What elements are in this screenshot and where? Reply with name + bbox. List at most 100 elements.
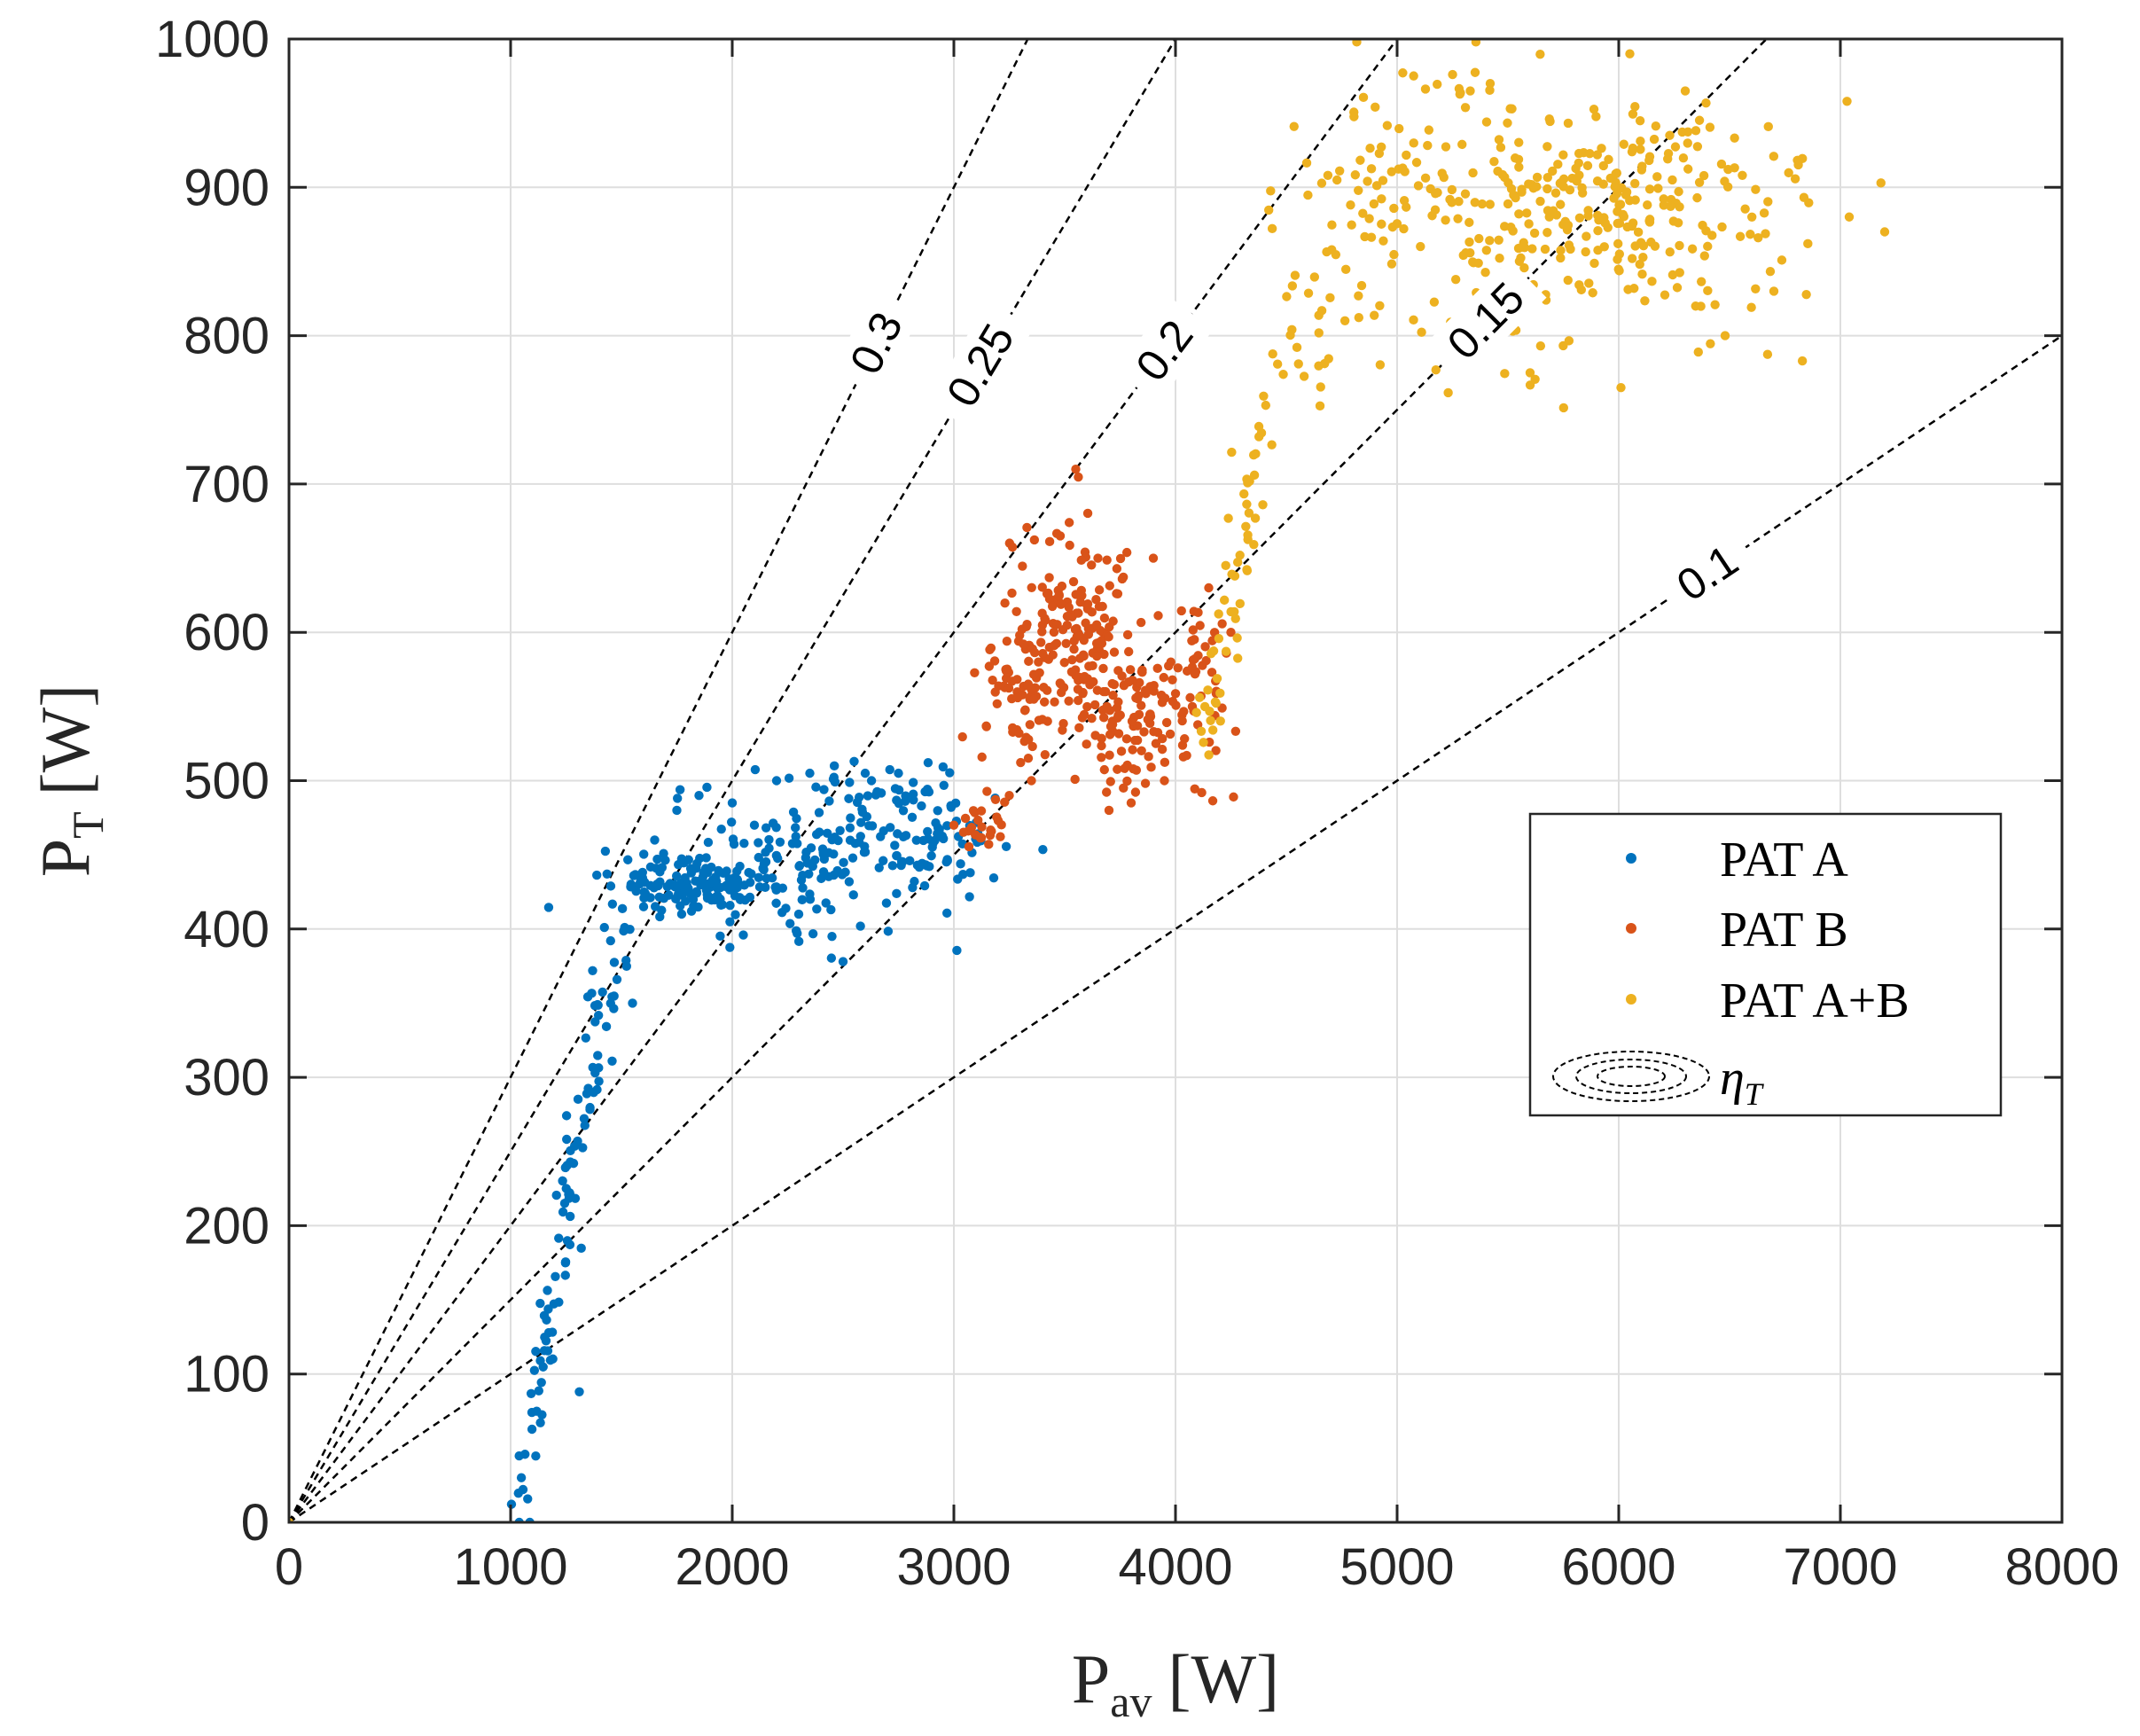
- data-point: [1214, 609, 1223, 619]
- data-point: [1377, 194, 1386, 204]
- data-point: [1196, 726, 1207, 736]
- series-pat-a: [506, 756, 1048, 1522]
- data-point: [1550, 188, 1561, 198]
- data-point: [1454, 197, 1464, 207]
- y-axis-label: PT[W]: [27, 684, 113, 878]
- data-point: [1272, 359, 1283, 369]
- data-point: [911, 835, 921, 845]
- data-point: [1059, 658, 1069, 668]
- data-point: [1675, 240, 1684, 251]
- data-point: [532, 1406, 542, 1416]
- data-point: [987, 826, 996, 836]
- data-point: [1191, 708, 1201, 717]
- data-point: [824, 796, 834, 806]
- data-point: [738, 930, 748, 940]
- data-point: [1637, 270, 1647, 279]
- data-point: [791, 823, 801, 833]
- data-point: [704, 893, 715, 903]
- data-point: [1057, 581, 1067, 591]
- data-point: [1125, 665, 1136, 675]
- data-point: [923, 826, 933, 837]
- legend-marker: [1626, 853, 1636, 864]
- data-point: [1040, 749, 1050, 760]
- data-point: [1545, 116, 1555, 127]
- data-point: [1239, 489, 1249, 499]
- data-point: [1113, 697, 1123, 707]
- data-point: [1683, 164, 1693, 174]
- legend-label: PAT A+B: [1720, 974, 1910, 1028]
- data-point: [749, 820, 760, 830]
- data-point: [1628, 109, 1638, 119]
- data-point: [1844, 212, 1855, 222]
- data-point: [1562, 225, 1573, 235]
- data-point: [1433, 79, 1442, 90]
- data-point: [1105, 777, 1115, 786]
- data-point: [805, 768, 815, 778]
- data-point: [1217, 619, 1227, 629]
- data-point: [866, 776, 877, 786]
- data-point: [1678, 153, 1689, 163]
- data-point: [1182, 750, 1191, 761]
- data-point: [1339, 316, 1350, 325]
- data-point: [1694, 115, 1705, 125]
- data-point: [1540, 244, 1550, 254]
- data-point: [1470, 67, 1480, 77]
- data-point: [942, 855, 952, 864]
- y-tick-label: 800: [184, 308, 269, 365]
- data-point: [1364, 214, 1374, 223]
- data-point: [725, 917, 735, 927]
- data-point: [1525, 368, 1535, 378]
- data-point: [1394, 123, 1404, 134]
- data-point: [560, 1257, 571, 1267]
- data-point: [589, 1088, 598, 1098]
- data-point: [871, 790, 881, 800]
- data-point: [728, 834, 738, 844]
- data-point: [1458, 250, 1468, 261]
- data-point: [1354, 313, 1364, 323]
- data-point: [771, 882, 781, 892]
- data-point: [1072, 623, 1082, 634]
- data-point: [910, 876, 919, 887]
- data-point: [1190, 669, 1200, 679]
- data-point: [1710, 300, 1720, 309]
- data-point: [1038, 844, 1048, 855]
- data-point: [1122, 776, 1132, 786]
- data-point: [1350, 170, 1361, 180]
- data-point: [1644, 215, 1655, 224]
- data-point: [526, 1388, 536, 1398]
- data-point: [1751, 284, 1761, 293]
- data-point: [885, 823, 895, 833]
- data-point: [539, 1346, 550, 1356]
- data-point: [1424, 125, 1434, 135]
- data-point: [1433, 187, 1442, 198]
- data-point: [976, 806, 987, 816]
- data-point: [1226, 606, 1236, 617]
- data-point: [1082, 701, 1092, 712]
- data-point: [1044, 573, 1054, 583]
- data-point: [1119, 783, 1129, 794]
- x-tick-label: 1000: [453, 1538, 567, 1596]
- data-point: [1047, 601, 1058, 612]
- data-point: [1011, 606, 1021, 616]
- data-point: [908, 778, 918, 787]
- data-point: [1105, 581, 1114, 590]
- data-point: [1593, 225, 1603, 236]
- data-point: [876, 832, 886, 841]
- data-point: [1616, 382, 1626, 393]
- data-point: [1168, 696, 1178, 707]
- data-point: [1242, 499, 1252, 509]
- data-point: [1527, 244, 1537, 254]
- data-point: [1532, 172, 1543, 183]
- data-point: [1041, 615, 1050, 625]
- data-point: [885, 764, 894, 775]
- data-point: [819, 785, 829, 794]
- data-point: [768, 818, 778, 828]
- data-point: [901, 831, 911, 841]
- data-point: [1022, 522, 1032, 533]
- data-point: [1649, 134, 1660, 145]
- data-point: [855, 832, 865, 841]
- data-point: [1102, 555, 1112, 565]
- data-point: [715, 931, 725, 942]
- data-point: [815, 827, 824, 837]
- data-point: [1036, 637, 1046, 647]
